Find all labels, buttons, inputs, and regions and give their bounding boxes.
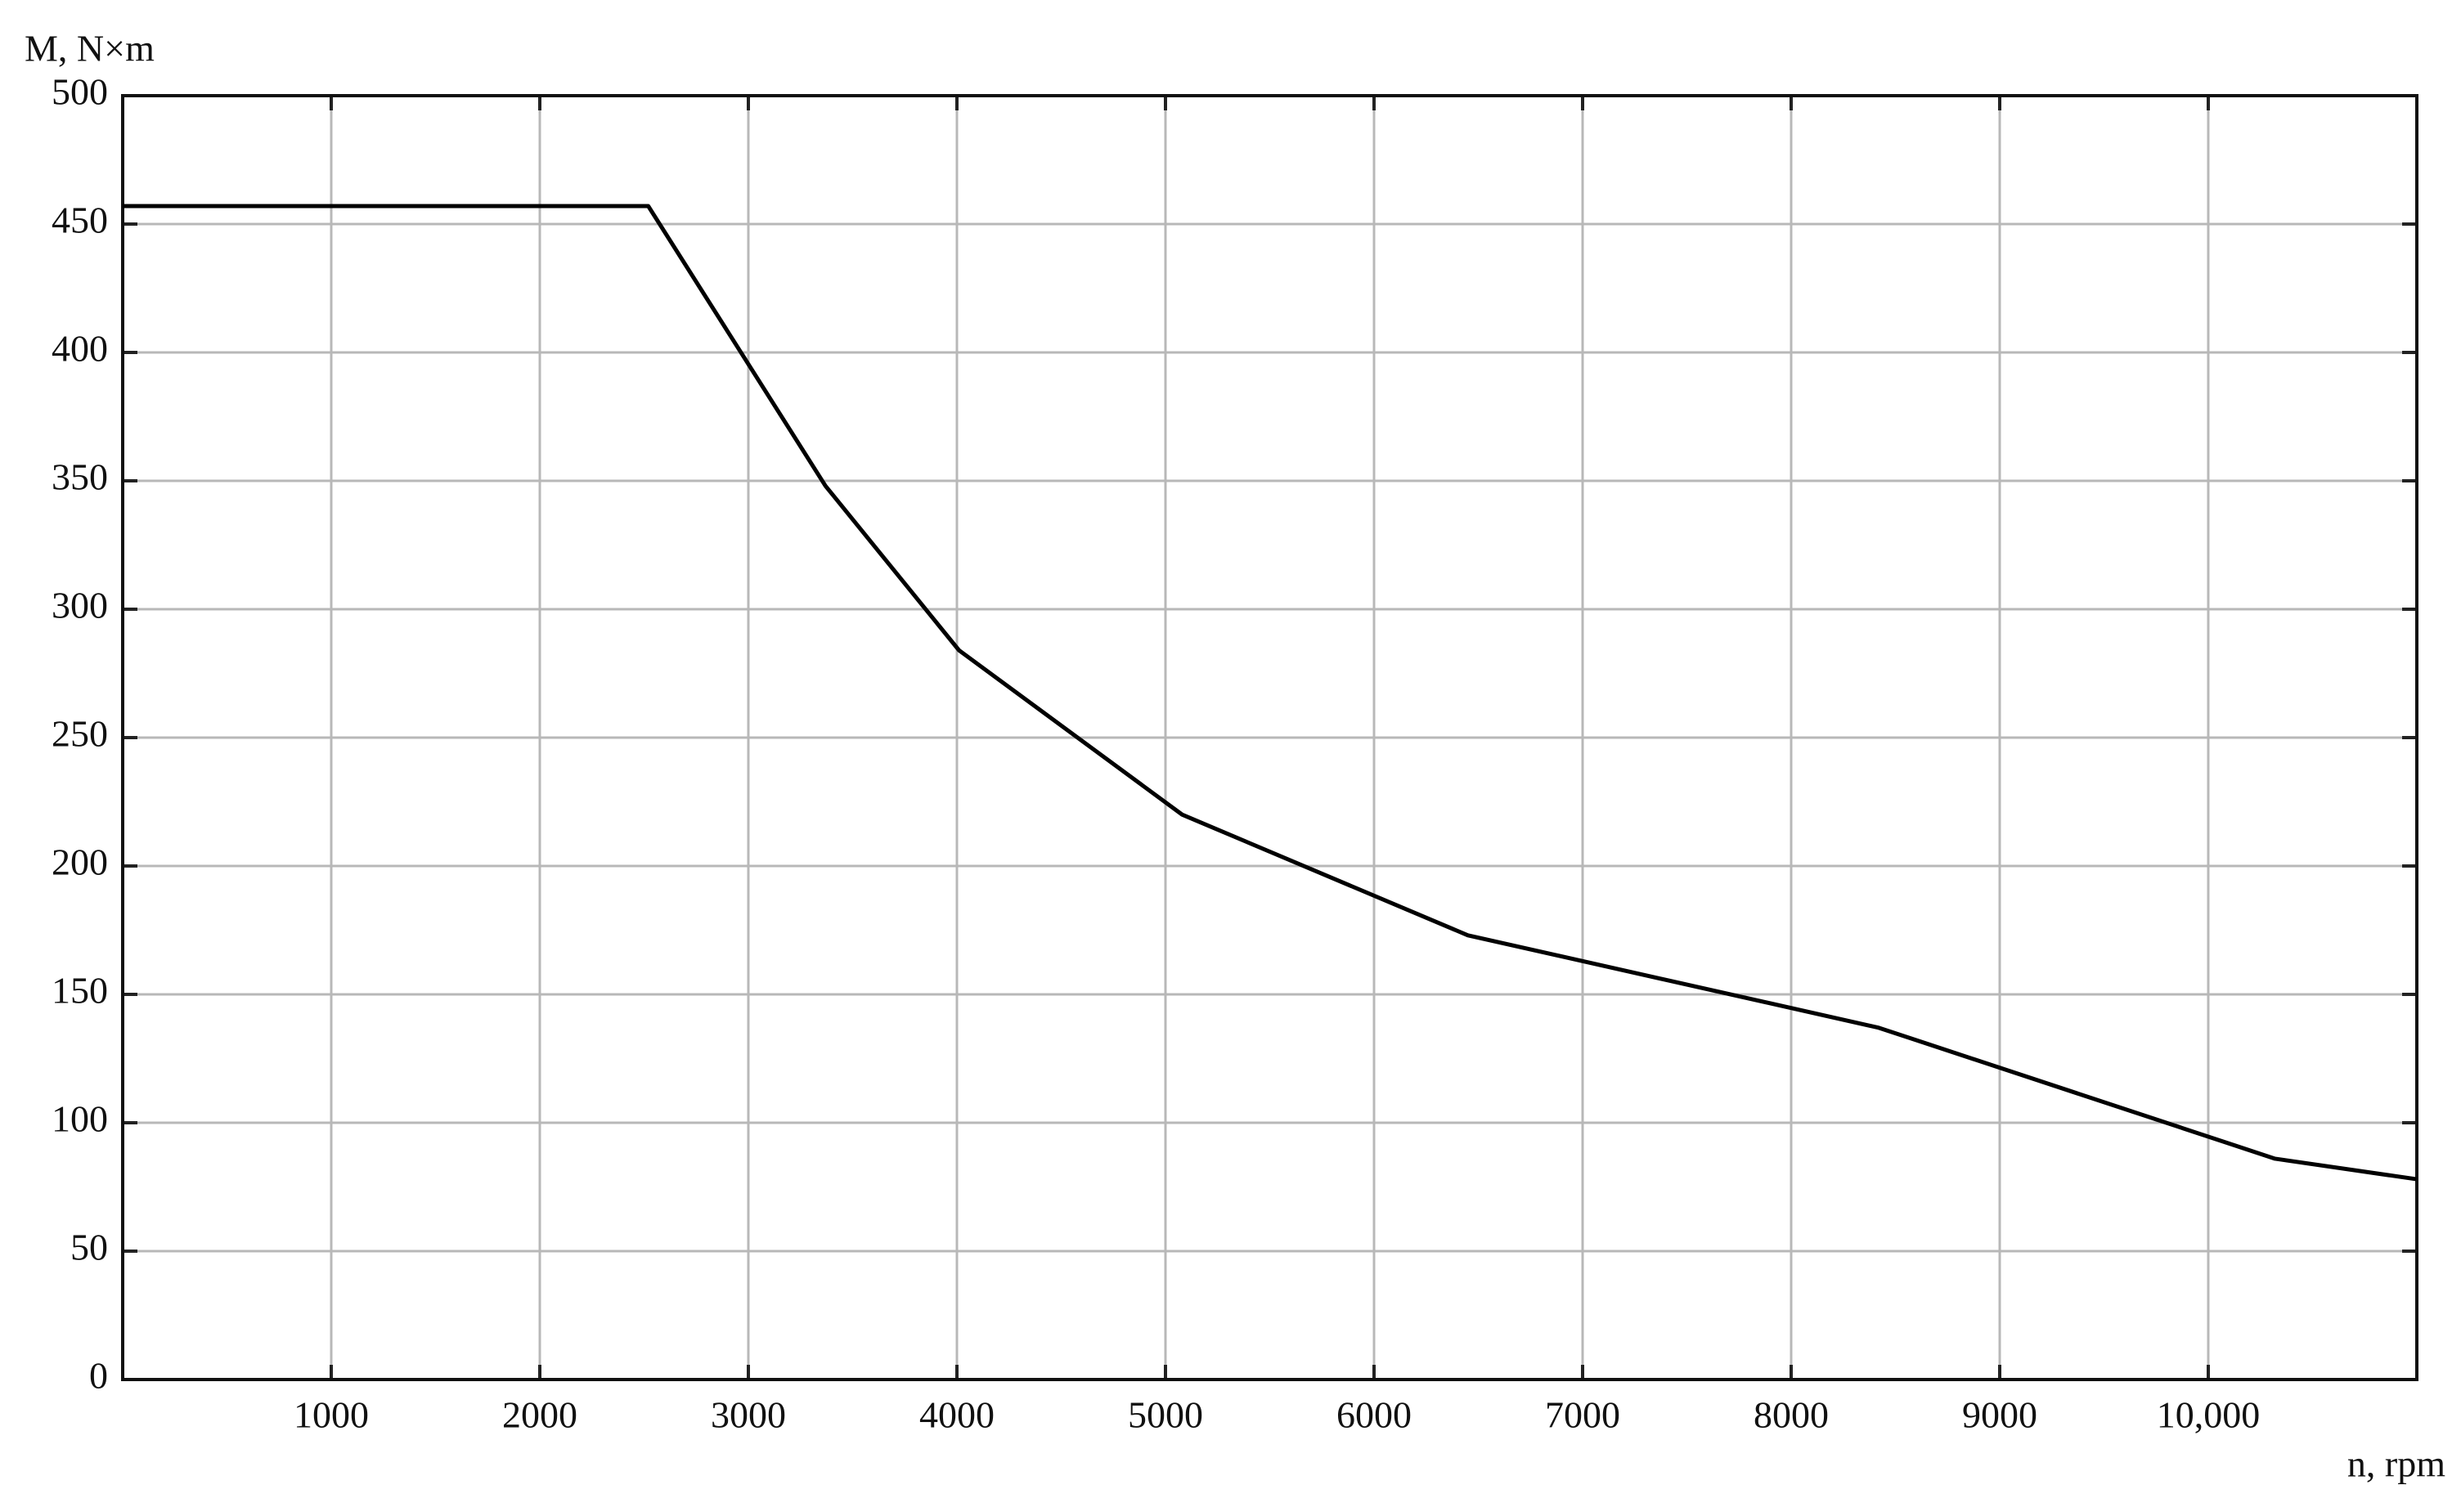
y-tick-label: 200 — [52, 841, 108, 883]
y-tick-label: 500 — [52, 71, 108, 113]
y-tick-label: 50 — [70, 1227, 108, 1268]
x-axis-label: n, rpm — [2347, 1443, 2445, 1485]
y-tick-label: 0 — [89, 1355, 108, 1397]
y-tick-label: 300 — [52, 585, 108, 626]
y-tick-label: 350 — [52, 456, 108, 498]
y-axis-label: M, N×m — [25, 28, 155, 70]
y-tick-label: 450 — [52, 200, 108, 241]
x-tick-label: 5000 — [1128, 1394, 1203, 1436]
x-tick-label: 7000 — [1545, 1394, 1620, 1436]
x-tick-label: 10,000 — [2157, 1394, 2261, 1436]
x-tick-label: 6000 — [1336, 1394, 1412, 1436]
x-tick-label: 8000 — [1754, 1394, 1829, 1436]
y-tick-label: 400 — [52, 328, 108, 370]
plot-frame — [121, 94, 2418, 1381]
x-tick-label: 3000 — [711, 1394, 786, 1436]
x-tick-label: 9000 — [1962, 1394, 2037, 1436]
y-tick-label: 100 — [52, 1098, 108, 1140]
data-line — [123, 204, 2418, 1182]
x-tick-label: 2000 — [502, 1394, 577, 1436]
x-tick-label: 4000 — [919, 1394, 995, 1436]
y-tick-label: 150 — [52, 970, 108, 1012]
y-tick-label: 250 — [52, 713, 108, 755]
x-tick-label: 1000 — [294, 1394, 369, 1436]
